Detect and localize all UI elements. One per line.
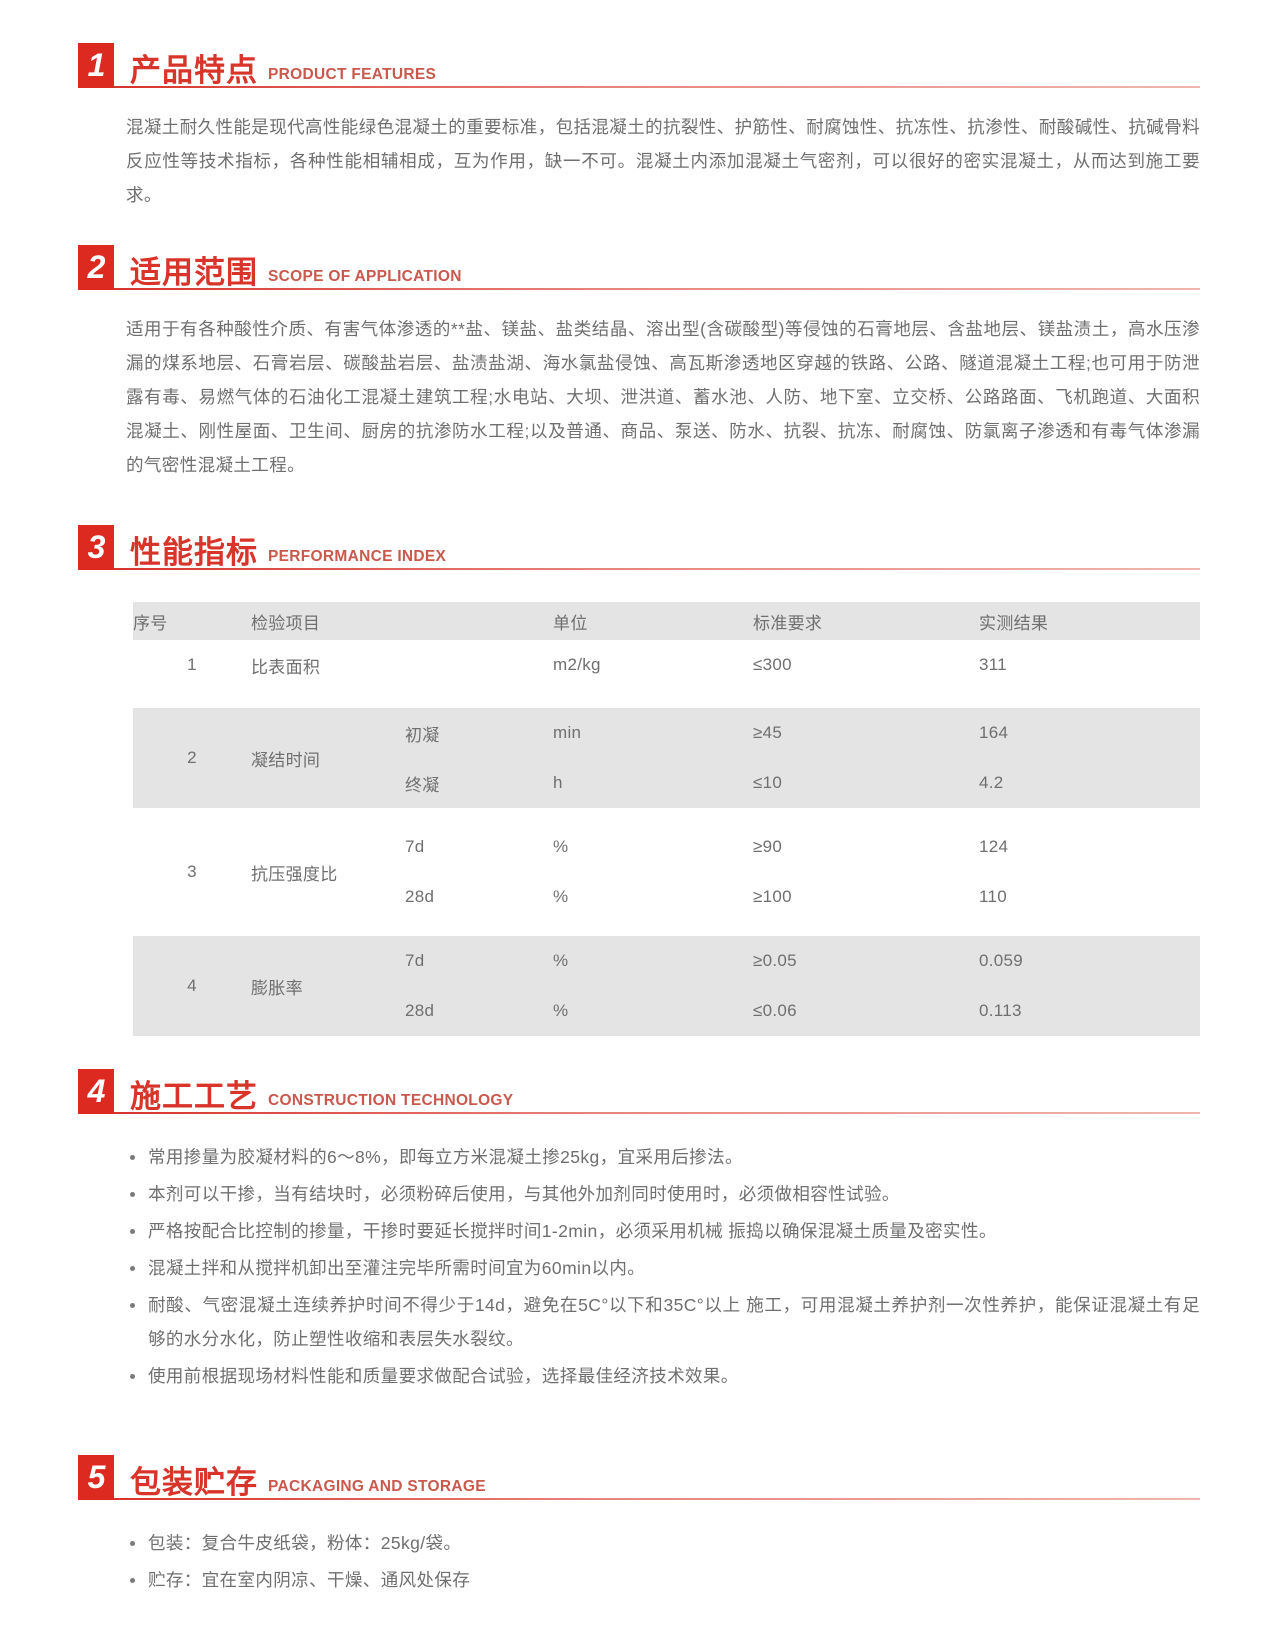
section-divider-rule	[114, 1498, 1200, 1500]
list-item: 耐酸、气密混凝土连续养护时间不得少于14d，避免在5C°以下和35C°以上 施工…	[126, 1288, 1200, 1356]
table-row-spacer	[133, 690, 1201, 708]
cell-subitem: 28d	[405, 872, 554, 922]
cell-subitem: 终凝	[405, 758, 554, 808]
cell-subitem: 初凝	[405, 708, 554, 758]
construction-technology-list: 常用掺量为胶凝材料的6～8%，即每立方米混凝土掺25kg，宜采用后掺法。 本剂可…	[126, 1140, 1200, 1393]
section-number-badge: 2	[78, 245, 114, 290]
cell-index: 1	[133, 640, 251, 690]
section-title-en: SCOPE OF APPLICATION	[268, 267, 462, 285]
table-header-result: 实测结果	[979, 602, 1201, 640]
cell-standard: ≥0.05	[753, 936, 980, 986]
spacer-before-construction	[0, 1036, 1280, 1066]
cell-result: 124	[979, 822, 1201, 872]
cell-standard: ≤10	[753, 758, 980, 808]
list-item: 包装：复合牛皮纸袋，粉体：25kg/袋。	[126, 1526, 1200, 1560]
table-row: 28d % ≤0.06 0.113	[133, 986, 1201, 1036]
product-features-paragraph: 混凝土耐久性能是现代高性能绿色混凝土的重要标准，包括混凝土的抗裂性、护筋性、耐腐…	[126, 117, 1200, 205]
cell-index: 4	[133, 936, 251, 1036]
list-item: 使用前根据现场材料性能和质量要求做配合试验，选择最佳经济技术效果。	[126, 1359, 1200, 1393]
section-title-en: CONSTRUCTION TECHNOLOGY	[268, 1091, 514, 1109]
cell-unit: %	[553, 986, 754, 1036]
cell-item: 抗压强度比	[251, 822, 405, 922]
table-row: 终凝 h ≤10 4.2	[133, 758, 1201, 808]
table-row: 4 膨胀率 7d % ≥0.05 0.059	[133, 936, 1201, 1036]
cell-standard: ≥90	[753, 822, 980, 872]
table-row-spacer	[133, 808, 1201, 822]
table-row: 2 凝结时间 初凝 min ≥45 164	[133, 708, 1201, 808]
spacer-before-scope	[0, 212, 1280, 242]
spacer-before-performance	[0, 482, 1280, 522]
section-divider-rule	[114, 1112, 1200, 1114]
table-row: 3 抗压强度比 7d % ≥90 124	[133, 822, 1201, 922]
table-header-unit: 单位	[553, 602, 754, 640]
list-item: 本剂可以干掺，当有结块时，必须粉碎后使用，与其他外加剂同时使用时，必须做相容性试…	[126, 1177, 1200, 1211]
spacer-before-packaging	[0, 1396, 1280, 1452]
cell-result: 311	[979, 640, 1201, 690]
table-row: 28d % ≥100 110	[133, 872, 1201, 922]
table-row: 1 比表面积 m2/kg ≤300 311	[133, 640, 1201, 690]
section-header-construction-technology: 4 施工工艺 CONSTRUCTION TECHNOLOGY	[78, 1066, 1200, 1114]
cell-unit: m2/kg	[553, 640, 754, 690]
packaging-and-storage-list: 包装：复合牛皮纸袋，粉体：25kg/袋。 贮存：宜在室内阴凉、干燥、通风处保存	[126, 1526, 1200, 1597]
section-number-badge: 3	[78, 525, 114, 570]
performance-index-table-wrapper: 序号 检验项目 单位 标准要求 实测结果 1 比表面积 m2/kg ≤300 3…	[133, 602, 1201, 1036]
list-item: 混凝土拌和从搅拌机卸出至灌注完毕所需时间宜为60min以内。	[126, 1251, 1200, 1285]
table-header-item: 检验项目	[251, 602, 554, 640]
cell-unit: %	[553, 936, 754, 986]
cell-unit: min	[553, 708, 754, 758]
cell-result: 0.113	[979, 986, 1201, 1036]
cell-unit: %	[553, 872, 754, 922]
cell-item: 比表面积	[251, 640, 554, 690]
cell-result: 0.059	[979, 936, 1201, 986]
table-header-row: 序号 检验项目 单位 标准要求 实测结果	[133, 602, 1201, 640]
cell-standard: ≤0.06	[753, 986, 980, 1036]
section-divider-rule	[114, 568, 1200, 570]
list-item: 贮存：宜在室内阴凉、干燥、通风处保存	[126, 1563, 1200, 1597]
cell-subitem: 7d	[405, 936, 554, 986]
section-title-cn: 产品特点	[130, 53, 258, 88]
top-spacer	[0, 0, 1280, 40]
list-item: 严格按配合比控制的掺量，干掺时要延长搅拌时间1-2min，必须采用机械 振捣以确…	[126, 1214, 1200, 1248]
table-header-index: 序号	[133, 602, 251, 640]
section-number-badge: 1	[78, 43, 114, 88]
table-row-spacer	[133, 922, 1201, 936]
performance-index-table: 序号 检验项目 单位 标准要求 实测结果 1 比表面积 m2/kg ≤300 3…	[133, 602, 1201, 1036]
section-header-performance-index: 3 性能指标 PERFORMANCE INDEX	[78, 522, 1200, 570]
table-header-standard: 标准要求	[753, 602, 980, 640]
section-title-en: PERFORMANCE INDEX	[268, 547, 447, 565]
section-header-packaging-and-storage: 5 包装贮存 PACKAGING AND STORAGE	[78, 1452, 1200, 1500]
section-number-badge: 4	[78, 1069, 114, 1114]
cell-index: 3	[133, 822, 251, 922]
cell-result: 164	[979, 708, 1201, 758]
section-divider-rule	[114, 86, 1200, 88]
cell-item: 膨胀率	[251, 936, 405, 1036]
cell-unit: h	[553, 758, 754, 808]
section-title-en: PACKAGING AND STORAGE	[268, 1477, 486, 1495]
cell-standard: ≤300	[753, 640, 980, 690]
section-title-en: PRODUCT FEATURES	[268, 65, 437, 83]
product-features-body: 混凝土耐久性能是现代高性能绿色混凝土的重要标准，包括混凝土的抗裂性、护筋性、耐腐…	[126, 110, 1200, 212]
scope-of-application-paragraph: 适用于有各种酸性介质、有害气体渗透的**盐、镁盐、盐类结晶、溶出型(含碳酸型)等…	[126, 319, 1200, 475]
cell-result: 110	[979, 872, 1201, 922]
section-title-cn: 适用范围	[130, 255, 258, 290]
cell-index: 2	[133, 708, 251, 808]
cell-result: 4.2	[979, 758, 1201, 808]
section-divider-rule	[114, 288, 1200, 290]
section-number-badge: 5	[78, 1455, 114, 1500]
section-title-cn: 性能指标	[130, 535, 258, 570]
section-header-product-features: 1 产品特点 PRODUCT FEATURES	[78, 40, 1200, 88]
cell-standard: ≥45	[753, 708, 980, 758]
scope-of-application-body: 适用于有各种酸性介质、有害气体渗透的**盐、镁盐、盐类结晶、溶出型(含碳酸型)等…	[126, 312, 1200, 482]
section-title-cn: 施工工艺	[130, 1079, 258, 1114]
section-title-cn: 包装贮存	[130, 1465, 258, 1500]
section-header-scope-of-application: 2 适用范围 SCOPE OF APPLICATION	[78, 242, 1200, 290]
list-item: 常用掺量为胶凝材料的6～8%，即每立方米混凝土掺25kg，宜采用后掺法。	[126, 1140, 1200, 1174]
cell-subitem: 7d	[405, 822, 554, 872]
cell-unit: %	[553, 822, 754, 872]
cell-item: 凝结时间	[251, 708, 405, 808]
cell-subitem: 28d	[405, 986, 554, 1036]
cell-standard: ≥100	[753, 872, 980, 922]
